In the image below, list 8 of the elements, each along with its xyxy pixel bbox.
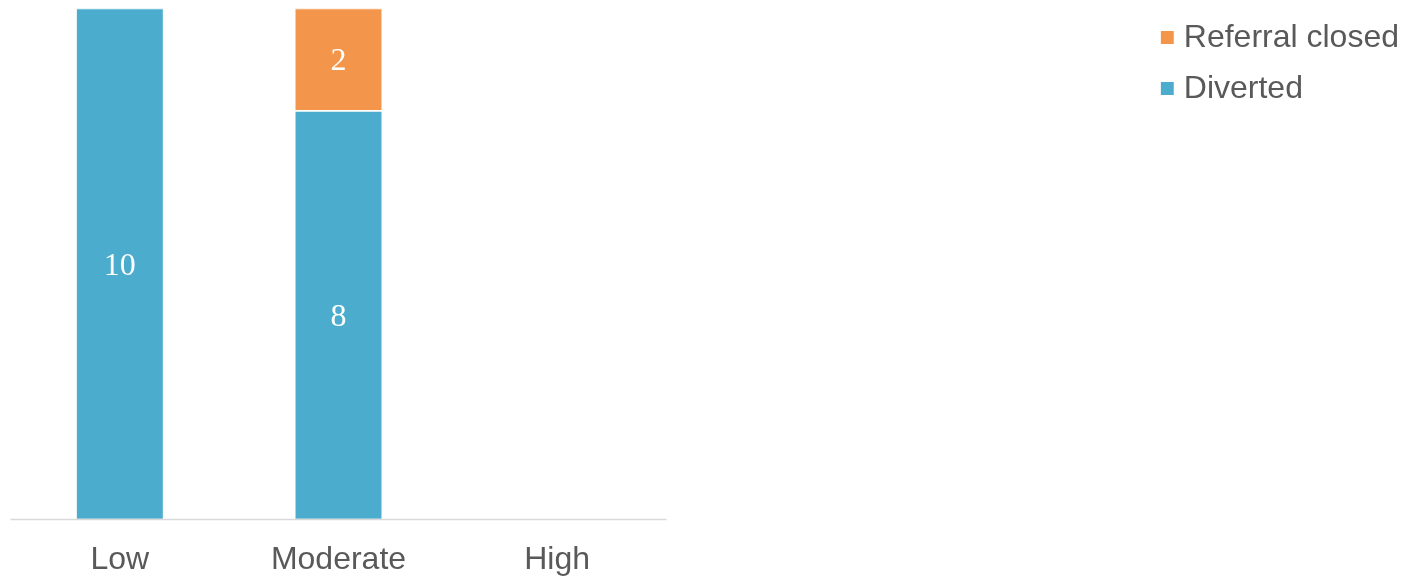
x-tick-label: Moderate (270, 539, 407, 576)
x-tick-label: Low (90, 539, 151, 576)
x-tick-label: High (524, 539, 591, 576)
data-label: 8 (330, 296, 347, 333)
data-label: 2 (330, 41, 347, 78)
legend-label: Diverted (1183, 69, 1303, 106)
legend-label: Referral closed (1183, 18, 1399, 55)
data-label: 10 (103, 245, 136, 282)
